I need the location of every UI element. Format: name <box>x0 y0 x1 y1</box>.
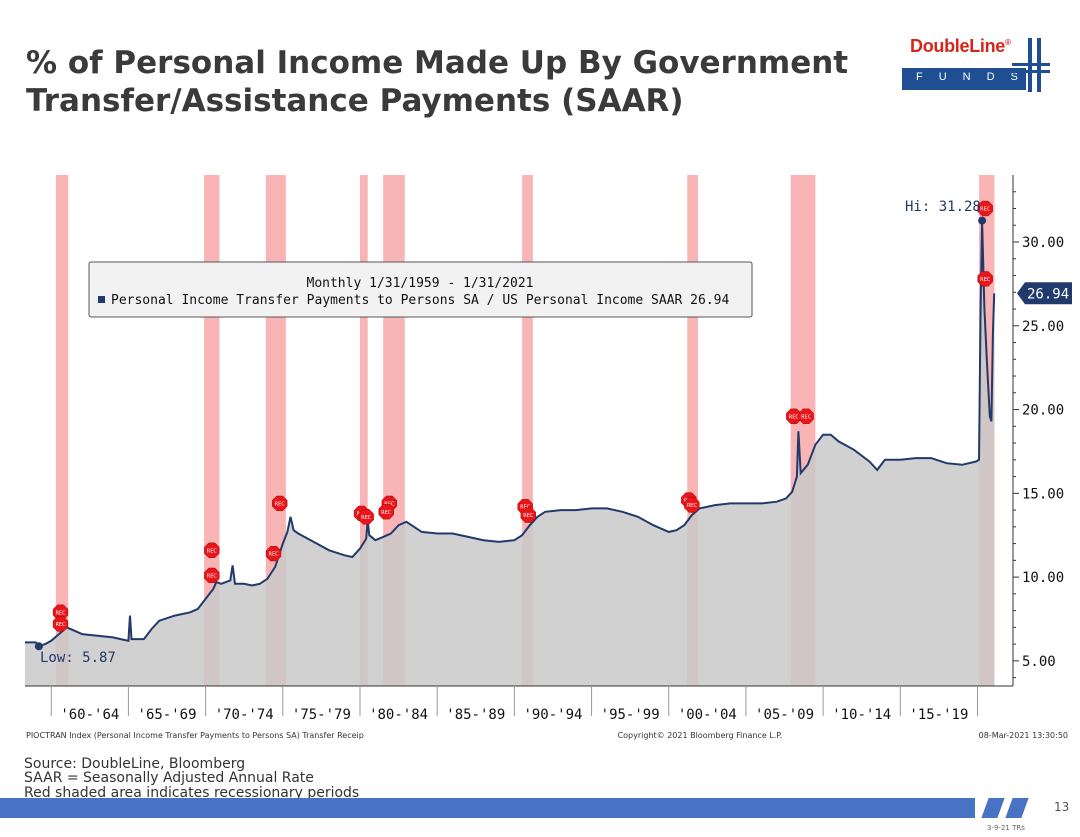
recession-band-6 <box>687 175 699 686</box>
last-value-label: 26.94 <box>1027 286 1069 302</box>
logo-name: DoubleLine® <box>910 36 1011 56</box>
rec-marker-3: REC <box>204 567 220 584</box>
recession-band-5 <box>522 175 533 686</box>
rec-marker-13: REC <box>684 497 700 513</box>
source-line-2: SAAR = Seasonally Adjusted Annual Rate <box>24 770 314 786</box>
x-tick-label: '85-'89 <box>446 707 505 723</box>
rec-marker-label: REC <box>275 501 286 507</box>
x-tick-label: '05-'09 <box>755 707 814 723</box>
footer-bar <box>0 798 975 818</box>
rec-marker-label: REC <box>523 513 534 519</box>
x-tick-label: '80-'84 <box>369 707 428 723</box>
rec-marker-9: REC <box>378 504 394 520</box>
y-tick-label: 30.00 <box>1022 235 1064 251</box>
rec-marker-label: REC <box>980 207 991 213</box>
rec-marker-1: REC <box>52 616 69 632</box>
y-tick-label: 20.00 <box>1022 403 1064 419</box>
series-area <box>25 220 995 686</box>
rec-marker-label: REC <box>381 510 392 516</box>
logo-subtitle: FUNDS <box>916 71 1034 83</box>
rec-marker-11: REC <box>520 507 536 523</box>
high-label: Hi: 31.28 <box>905 199 981 215</box>
x-tick-label: '70-'74 <box>215 707 274 723</box>
logo-bar <box>902 68 1026 90</box>
rec-marker-2: REC <box>204 542 220 558</box>
doubleline-logo: DoubleLine® FUNDS <box>902 33 1052 95</box>
chart-footer-copyright: Copyright© 2021 Bloomberg Finance L.P. <box>618 731 783 740</box>
rec-marker-label: REC <box>268 552 279 558</box>
footer-block-1 <box>981 798 1005 818</box>
footer-block-2 <box>1005 798 1029 818</box>
rec-marker-5: REC <box>272 495 288 512</box>
chart-footer-timestamp: 08-Mar-2021 13:30:50 <box>979 731 1068 740</box>
chart-footer-index: PIOCTRAN Index (Personal Income Transfer… <box>26 731 364 740</box>
legend-title: Monthly 1/31/1959 - 1/31/2021 <box>307 276 534 291</box>
y-axis: 5.00 10.00 15.00 20.00 25.00 30.00 <box>1012 175 1064 686</box>
legend-swatch <box>98 296 105 303</box>
slide-title: % of Personal Income Made Up By Governme… <box>26 44 848 120</box>
rec-marker-15: REC <box>798 408 814 424</box>
rec-marker-label: REC <box>801 414 812 420</box>
legend-series-label: Personal Income Transfer Payments to Per… <box>111 293 729 308</box>
x-axis: '60-'64 '65-'69 '70-'74 '75-'79 '80-'84 '85-'… <box>25 685 1013 723</box>
page-number: 13 <box>1054 800 1070 814</box>
rec-marker-16: REC <box>977 200 993 217</box>
rec-marker-label: REC <box>980 277 991 283</box>
recession-band-0 <box>55 175 69 686</box>
x-tick-label: '60-'64 <box>60 707 119 723</box>
rec-marker-4: REC <box>265 546 282 562</box>
rec-marker-14: REC <box>786 408 802 424</box>
source-line-3: Red shaded area indicates recessionary p… <box>24 785 360 801</box>
x-tick-label: '75-'79 <box>292 707 351 723</box>
recession-band-3 <box>359 175 368 686</box>
x-tick-label: '10-'14 <box>832 707 891 723</box>
rec-marker-label: REC <box>55 610 66 616</box>
series-line <box>25 220 996 648</box>
x-tick-label: '95-'99 <box>601 707 660 723</box>
high-point <box>978 216 987 225</box>
source-line-1: Source: DoubleLine, Bloomberg <box>24 756 246 772</box>
x-tick-label: '65-'69 <box>138 707 197 723</box>
rec-marker-7: REC <box>358 509 374 525</box>
rec-marker-label: REC <box>789 414 800 420</box>
y-tick-label: 5.00 <box>1022 654 1056 670</box>
rec-marker-17: REC <box>977 271 993 287</box>
y-tick-label: 10.00 <box>1022 570 1064 586</box>
date-code: 3-9-21 TRs <box>987 824 1025 832</box>
low-point <box>34 642 43 651</box>
rec-marker-label: REC <box>687 503 698 509</box>
low-label: Low: 5.87 <box>40 650 116 666</box>
slide-title-line-1: % of Personal Income Made Up By Governme… <box>26 45 849 81</box>
y-tick-label: 25.00 <box>1022 319 1064 335</box>
legend-box: Monthly 1/31/1959 - 1/31/2021 Personal I… <box>88 261 753 318</box>
y-tick-label: 15.00 <box>1022 486 1064 502</box>
rec-marker-label: REC <box>55 622 66 628</box>
rec-marker-label: REC <box>207 573 218 579</box>
rec-marker-label: REC <box>361 515 372 521</box>
x-tick-label: '90-'94 <box>523 707 582 723</box>
rec-marker-label: REC <box>207 548 218 554</box>
logo-grid-icon <box>1012 38 1050 92</box>
x-tick-label: '15-'19 <box>909 707 968 723</box>
slide-title-line-2: Transfer/Assistance Payments (SAAR) <box>26 83 684 119</box>
last-value-tag: 26.94 <box>1017 282 1072 305</box>
x-tick-label: '00-'04 <box>678 707 737 723</box>
